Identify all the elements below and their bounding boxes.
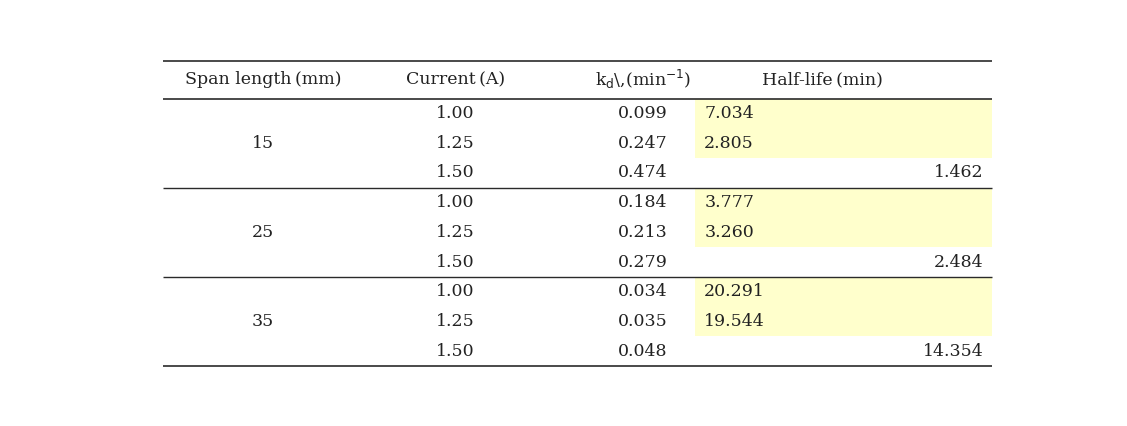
Text: 1.00: 1.00 [436, 105, 474, 122]
Bar [695, 158, 993, 188]
Text: 2.484: 2.484 [934, 253, 984, 271]
Text: 1.50: 1.50 [436, 164, 474, 181]
Text: 2.805: 2.805 [704, 135, 754, 152]
Text: 1.25: 1.25 [436, 313, 474, 330]
Text: 0.474: 0.474 [619, 164, 668, 181]
Text: Current (A): Current (A) [406, 71, 505, 88]
Text: Span length (mm): Span length (mm) [185, 71, 341, 88]
Text: 0.279: 0.279 [618, 253, 668, 271]
Text: 1.50: 1.50 [436, 343, 474, 360]
Text: 19.544: 19.544 [704, 313, 765, 330]
Text: k$_\mathrm{d}$\,(min$^{-1}$): k$_\mathrm{d}$\,(min$^{-1}$) [595, 68, 691, 91]
Text: 0.035: 0.035 [619, 313, 668, 330]
Text: 0.099: 0.099 [619, 105, 668, 122]
Bar [695, 336, 993, 366]
Text: 1.25: 1.25 [436, 135, 474, 152]
Text: 0.247: 0.247 [619, 135, 668, 152]
Bar [695, 128, 993, 158]
Bar [695, 277, 993, 307]
Text: 1.00: 1.00 [436, 194, 474, 211]
Text: 3.777: 3.777 [704, 194, 754, 211]
Text: 3.260: 3.260 [704, 224, 754, 241]
Text: 0.048: 0.048 [619, 343, 668, 360]
Text: 14.354: 14.354 [923, 343, 984, 360]
Text: 7.034: 7.034 [704, 105, 754, 122]
Text: 20.291: 20.291 [704, 283, 765, 300]
Bar [695, 99, 993, 128]
Bar [695, 247, 993, 277]
Text: 1.00: 1.00 [436, 283, 474, 300]
Text: 0.034: 0.034 [619, 283, 668, 300]
Text: 35: 35 [252, 313, 274, 330]
Text: 1.50: 1.50 [436, 253, 474, 271]
Text: 25: 25 [252, 224, 274, 241]
Bar [695, 307, 993, 336]
Text: 0.184: 0.184 [619, 194, 668, 211]
Text: Half-life (min): Half-life (min) [762, 71, 882, 88]
Bar [695, 188, 993, 218]
Bar [695, 218, 993, 247]
Text: 15: 15 [252, 135, 274, 152]
Text: 0.213: 0.213 [619, 224, 668, 241]
Text: 1.25: 1.25 [436, 224, 474, 241]
Text: 1.462: 1.462 [934, 164, 984, 181]
